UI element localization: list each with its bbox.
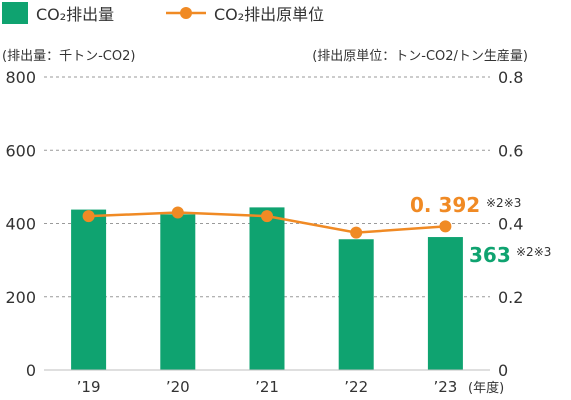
line-last-value-label: 0. 392 xyxy=(410,193,480,217)
line-series xyxy=(82,206,452,239)
bar-last-value-label: 363 xyxy=(469,243,511,267)
right-axis-label: (排出原単位：トン-CO2/トン生産量) xyxy=(312,48,528,64)
legend-bar-label: CO₂排出量 xyxy=(36,5,114,24)
bar xyxy=(338,239,374,370)
x-tick-label: ’19 xyxy=(77,378,101,396)
x-tick-label: ’23 xyxy=(433,378,457,396)
right-tick-label: 0 xyxy=(498,361,508,380)
bar xyxy=(160,214,196,370)
line-point xyxy=(261,210,273,223)
bar xyxy=(249,207,285,370)
right-axis-ticks: 0 0.2 0.4 0.6 0.8 xyxy=(498,68,523,380)
right-tick-label: 0.2 xyxy=(498,288,523,307)
bar xyxy=(427,237,463,370)
legend: CO₂排出量 CO₂排出原単位 xyxy=(2,2,324,24)
bar xyxy=(71,209,107,370)
line-last-note: ※2※3 xyxy=(486,196,521,210)
x-tick-label: ’20 xyxy=(166,378,190,396)
line-point xyxy=(350,226,363,239)
left-tick-label: 800 xyxy=(5,68,36,87)
legend-line-marker xyxy=(180,7,192,19)
line-point xyxy=(439,220,452,233)
bar-series xyxy=(71,207,463,370)
left-axis-label: (排出量：千トン-CO2) xyxy=(2,49,135,64)
x-tick-label: ’21 xyxy=(255,378,279,396)
left-tick-label: 0 xyxy=(26,361,36,380)
right-tick-label: 0.8 xyxy=(498,68,523,87)
left-tick-label: 400 xyxy=(5,215,36,234)
bar-last-note: ※2※3 xyxy=(516,245,551,259)
line-point xyxy=(171,206,184,219)
x-axis-ticks: ’19 ’20 ’21 ’22 ’23 xyxy=(77,378,458,396)
legend-line-label: CO₂排出原単位 xyxy=(214,5,324,24)
legend-bar-swatch xyxy=(2,2,28,24)
left-tick-label: 600 xyxy=(5,141,36,160)
x-axis-unit-label: (年度) xyxy=(468,380,504,396)
left-tick-label: 200 xyxy=(5,288,36,307)
x-tick-label: ’22 xyxy=(344,378,368,396)
right-tick-label: 0.4 xyxy=(498,215,523,234)
line-point xyxy=(82,210,95,223)
left-axis-ticks: 0 200 400 600 800 xyxy=(5,68,36,380)
right-tick-label: 0.6 xyxy=(498,141,523,160)
